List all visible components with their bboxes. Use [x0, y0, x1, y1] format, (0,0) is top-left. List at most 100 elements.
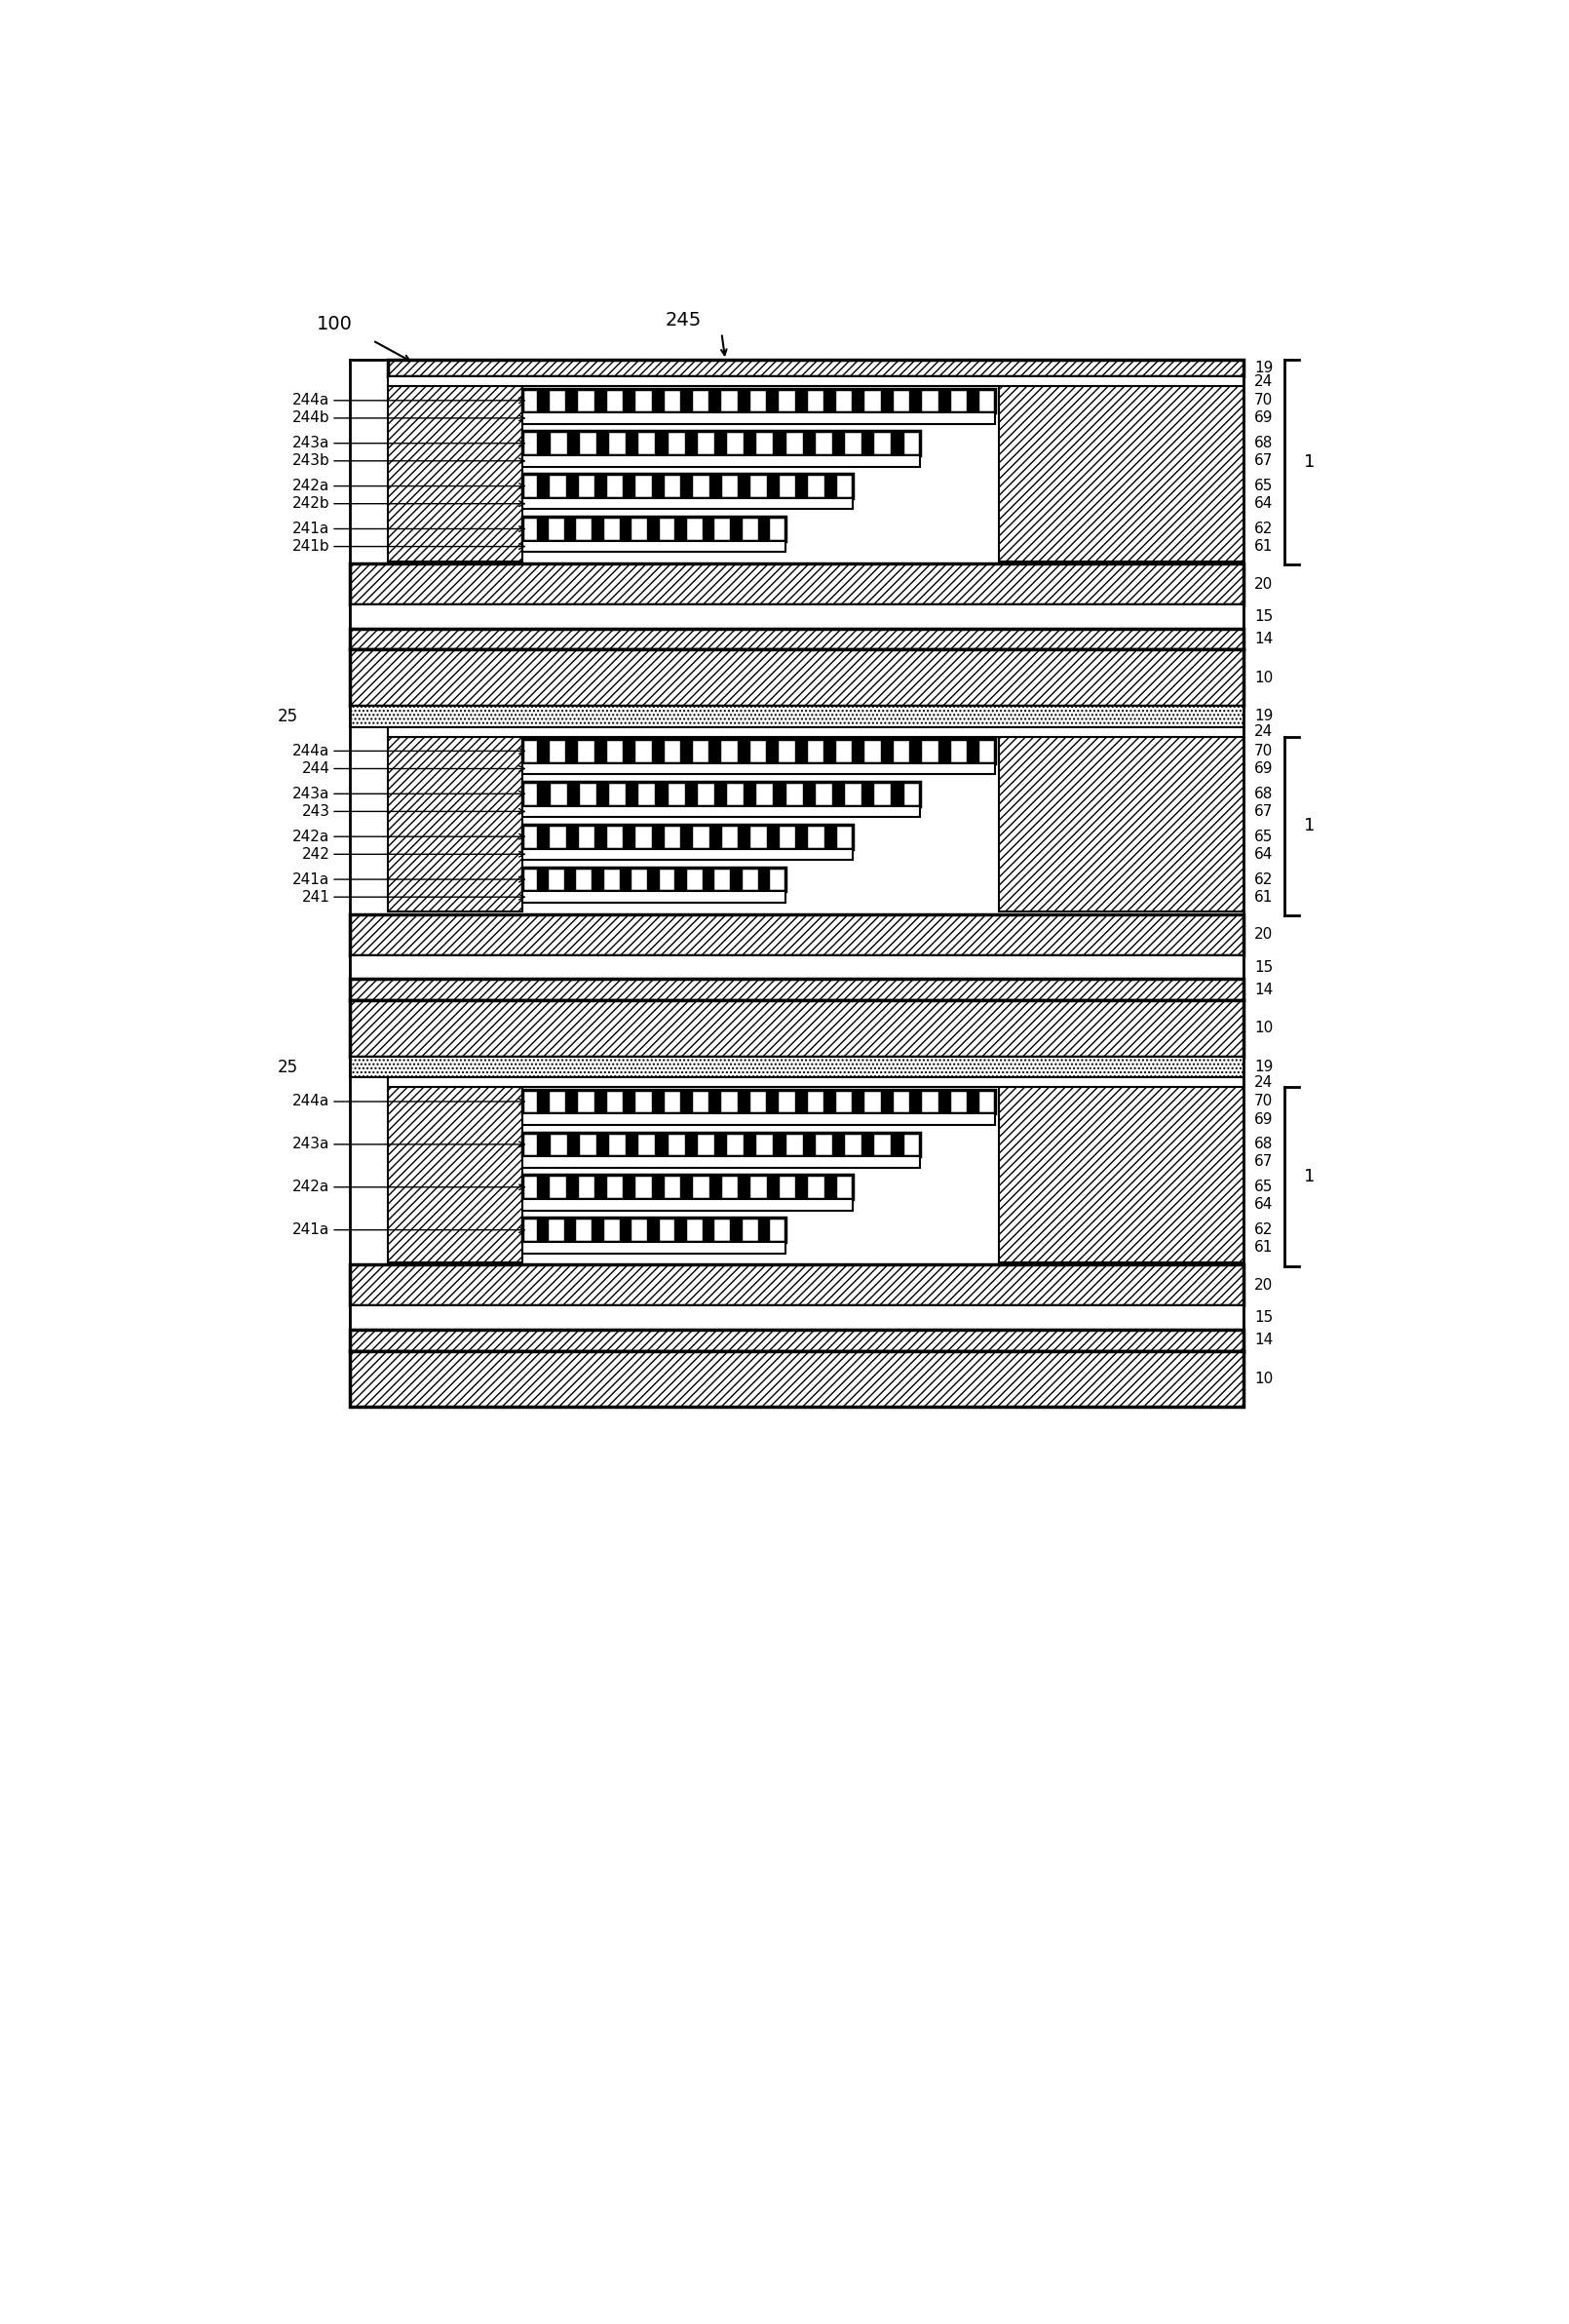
Bar: [522, 1090, 995, 1113]
Text: 24: 24: [1254, 725, 1272, 739]
Bar: [737, 474, 750, 497]
Bar: [795, 1176, 808, 1199]
Bar: [646, 869, 659, 890]
Text: 20: 20: [1254, 1278, 1272, 1292]
Bar: [795, 474, 808, 497]
Text: 241a: 241a: [292, 872, 329, 888]
Bar: [388, 376, 1243, 386]
Text: 14: 14: [1254, 632, 1272, 646]
Text: 67: 67: [1254, 804, 1272, 818]
Bar: [522, 516, 786, 541]
Bar: [537, 1218, 549, 1241]
Bar: [709, 388, 722, 411]
Text: 244b: 244b: [292, 411, 329, 425]
Bar: [537, 474, 549, 497]
Bar: [522, 739, 995, 762]
Bar: [832, 432, 846, 456]
Bar: [566, 1176, 579, 1199]
Bar: [350, 651, 1243, 706]
Text: 70: 70: [1254, 393, 1272, 407]
Text: 244a: 244a: [292, 1095, 329, 1109]
Bar: [803, 1134, 816, 1155]
Bar: [675, 1218, 687, 1241]
Bar: [737, 739, 750, 762]
Bar: [522, 411, 995, 423]
Bar: [880, 1090, 893, 1113]
Bar: [522, 1157, 921, 1167]
Bar: [522, 456, 921, 467]
Bar: [537, 388, 549, 411]
Bar: [522, 892, 786, 902]
Text: 68: 68: [1254, 1136, 1272, 1153]
Text: 65: 65: [1254, 479, 1272, 493]
Bar: [646, 518, 659, 539]
Text: 10: 10: [1254, 1020, 1272, 1037]
Bar: [938, 739, 951, 762]
Bar: [832, 1134, 846, 1155]
Bar: [861, 432, 874, 456]
Bar: [522, 781, 921, 806]
Bar: [566, 432, 581, 456]
Text: 69: 69: [1254, 411, 1274, 425]
Bar: [714, 1134, 726, 1155]
Bar: [566, 783, 581, 804]
Bar: [592, 518, 604, 539]
Text: 24: 24: [1254, 1076, 1272, 1090]
Bar: [595, 388, 607, 411]
Bar: [766, 388, 778, 411]
Text: 10: 10: [1254, 1371, 1272, 1385]
Bar: [709, 474, 722, 497]
Bar: [623, 388, 635, 411]
Bar: [703, 869, 714, 890]
Bar: [714, 432, 726, 456]
Bar: [522, 432, 921, 456]
Bar: [522, 1218, 786, 1241]
Bar: [938, 1090, 951, 1113]
Bar: [522, 1241, 786, 1253]
Bar: [566, 825, 579, 848]
Bar: [596, 432, 609, 456]
Text: 241a: 241a: [292, 1222, 329, 1236]
Text: 67: 67: [1254, 1155, 1272, 1169]
Bar: [566, 388, 579, 411]
Bar: [714, 783, 726, 804]
Text: 61: 61: [1254, 1241, 1272, 1255]
Bar: [675, 869, 687, 890]
Bar: [824, 825, 836, 848]
Text: 70: 70: [1254, 744, 1272, 758]
Bar: [388, 360, 1243, 376]
Bar: [656, 1134, 668, 1155]
Bar: [861, 1134, 874, 1155]
Bar: [656, 783, 668, 804]
Bar: [522, 541, 786, 553]
Bar: [522, 474, 854, 497]
Bar: [566, 1134, 581, 1155]
Bar: [709, 1176, 722, 1199]
Bar: [656, 432, 668, 456]
Bar: [537, 825, 549, 848]
Text: 20: 20: [1254, 927, 1272, 941]
Bar: [565, 518, 576, 539]
Bar: [999, 1088, 1243, 1262]
Bar: [592, 1218, 604, 1241]
Text: 68: 68: [1254, 786, 1272, 802]
Bar: [703, 518, 714, 539]
Bar: [651, 388, 664, 411]
Bar: [522, 825, 854, 848]
Bar: [766, 1090, 778, 1113]
Bar: [910, 739, 923, 762]
Bar: [626, 432, 639, 456]
Bar: [709, 825, 722, 848]
Text: 14: 14: [1254, 1334, 1272, 1348]
Bar: [824, 388, 836, 411]
Bar: [522, 1176, 854, 1199]
Bar: [774, 1134, 786, 1155]
Bar: [620, 869, 632, 890]
Bar: [651, 1090, 664, 1113]
Bar: [565, 869, 576, 890]
Bar: [795, 825, 808, 848]
Bar: [852, 1090, 865, 1113]
Text: 1: 1: [1304, 1169, 1315, 1185]
Bar: [891, 432, 904, 456]
Text: 242b: 242b: [292, 497, 329, 511]
